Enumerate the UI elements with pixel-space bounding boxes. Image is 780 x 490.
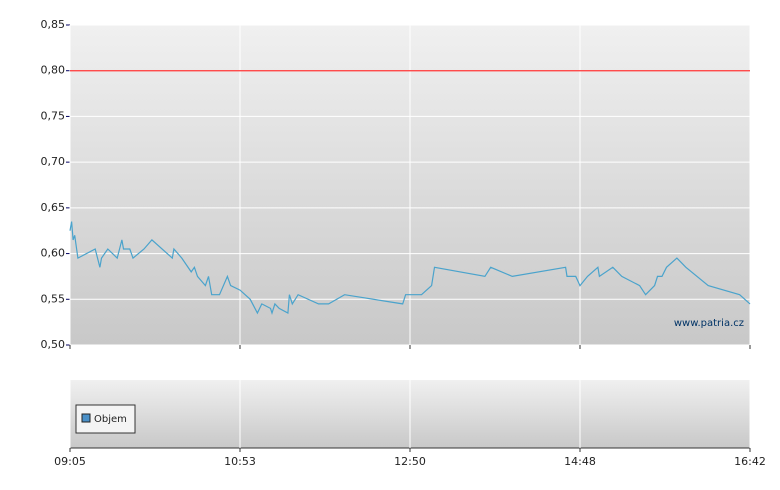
y-tick-label: 0,65 (41, 201, 66, 214)
y-tick-label: 0,70 (41, 155, 66, 168)
x-tick-label: 12:50 (394, 455, 426, 468)
price-line (69, 221, 751, 315)
legend (75, 404, 136, 434)
x-tick-label: 16:42 (734, 455, 766, 468)
legend-label: Objem (94, 414, 127, 425)
legend-swatch (81, 413, 91, 423)
x-tick-label: 14:48 (564, 455, 596, 468)
y-tick-label: 0,60 (41, 247, 66, 260)
y-tick-label: 0,50 (41, 338, 66, 351)
y-tick-label: 0,85 (41, 18, 66, 31)
y-tick-label: 0,75 (41, 109, 66, 122)
y-tick-label: 0,80 (41, 64, 66, 77)
x-tick-label: 10:53 (224, 455, 256, 468)
watermark: www.patria.cz (674, 318, 744, 329)
x-tick-label: 09:05 (54, 455, 86, 468)
y-tick-label: 0,55 (41, 292, 66, 305)
